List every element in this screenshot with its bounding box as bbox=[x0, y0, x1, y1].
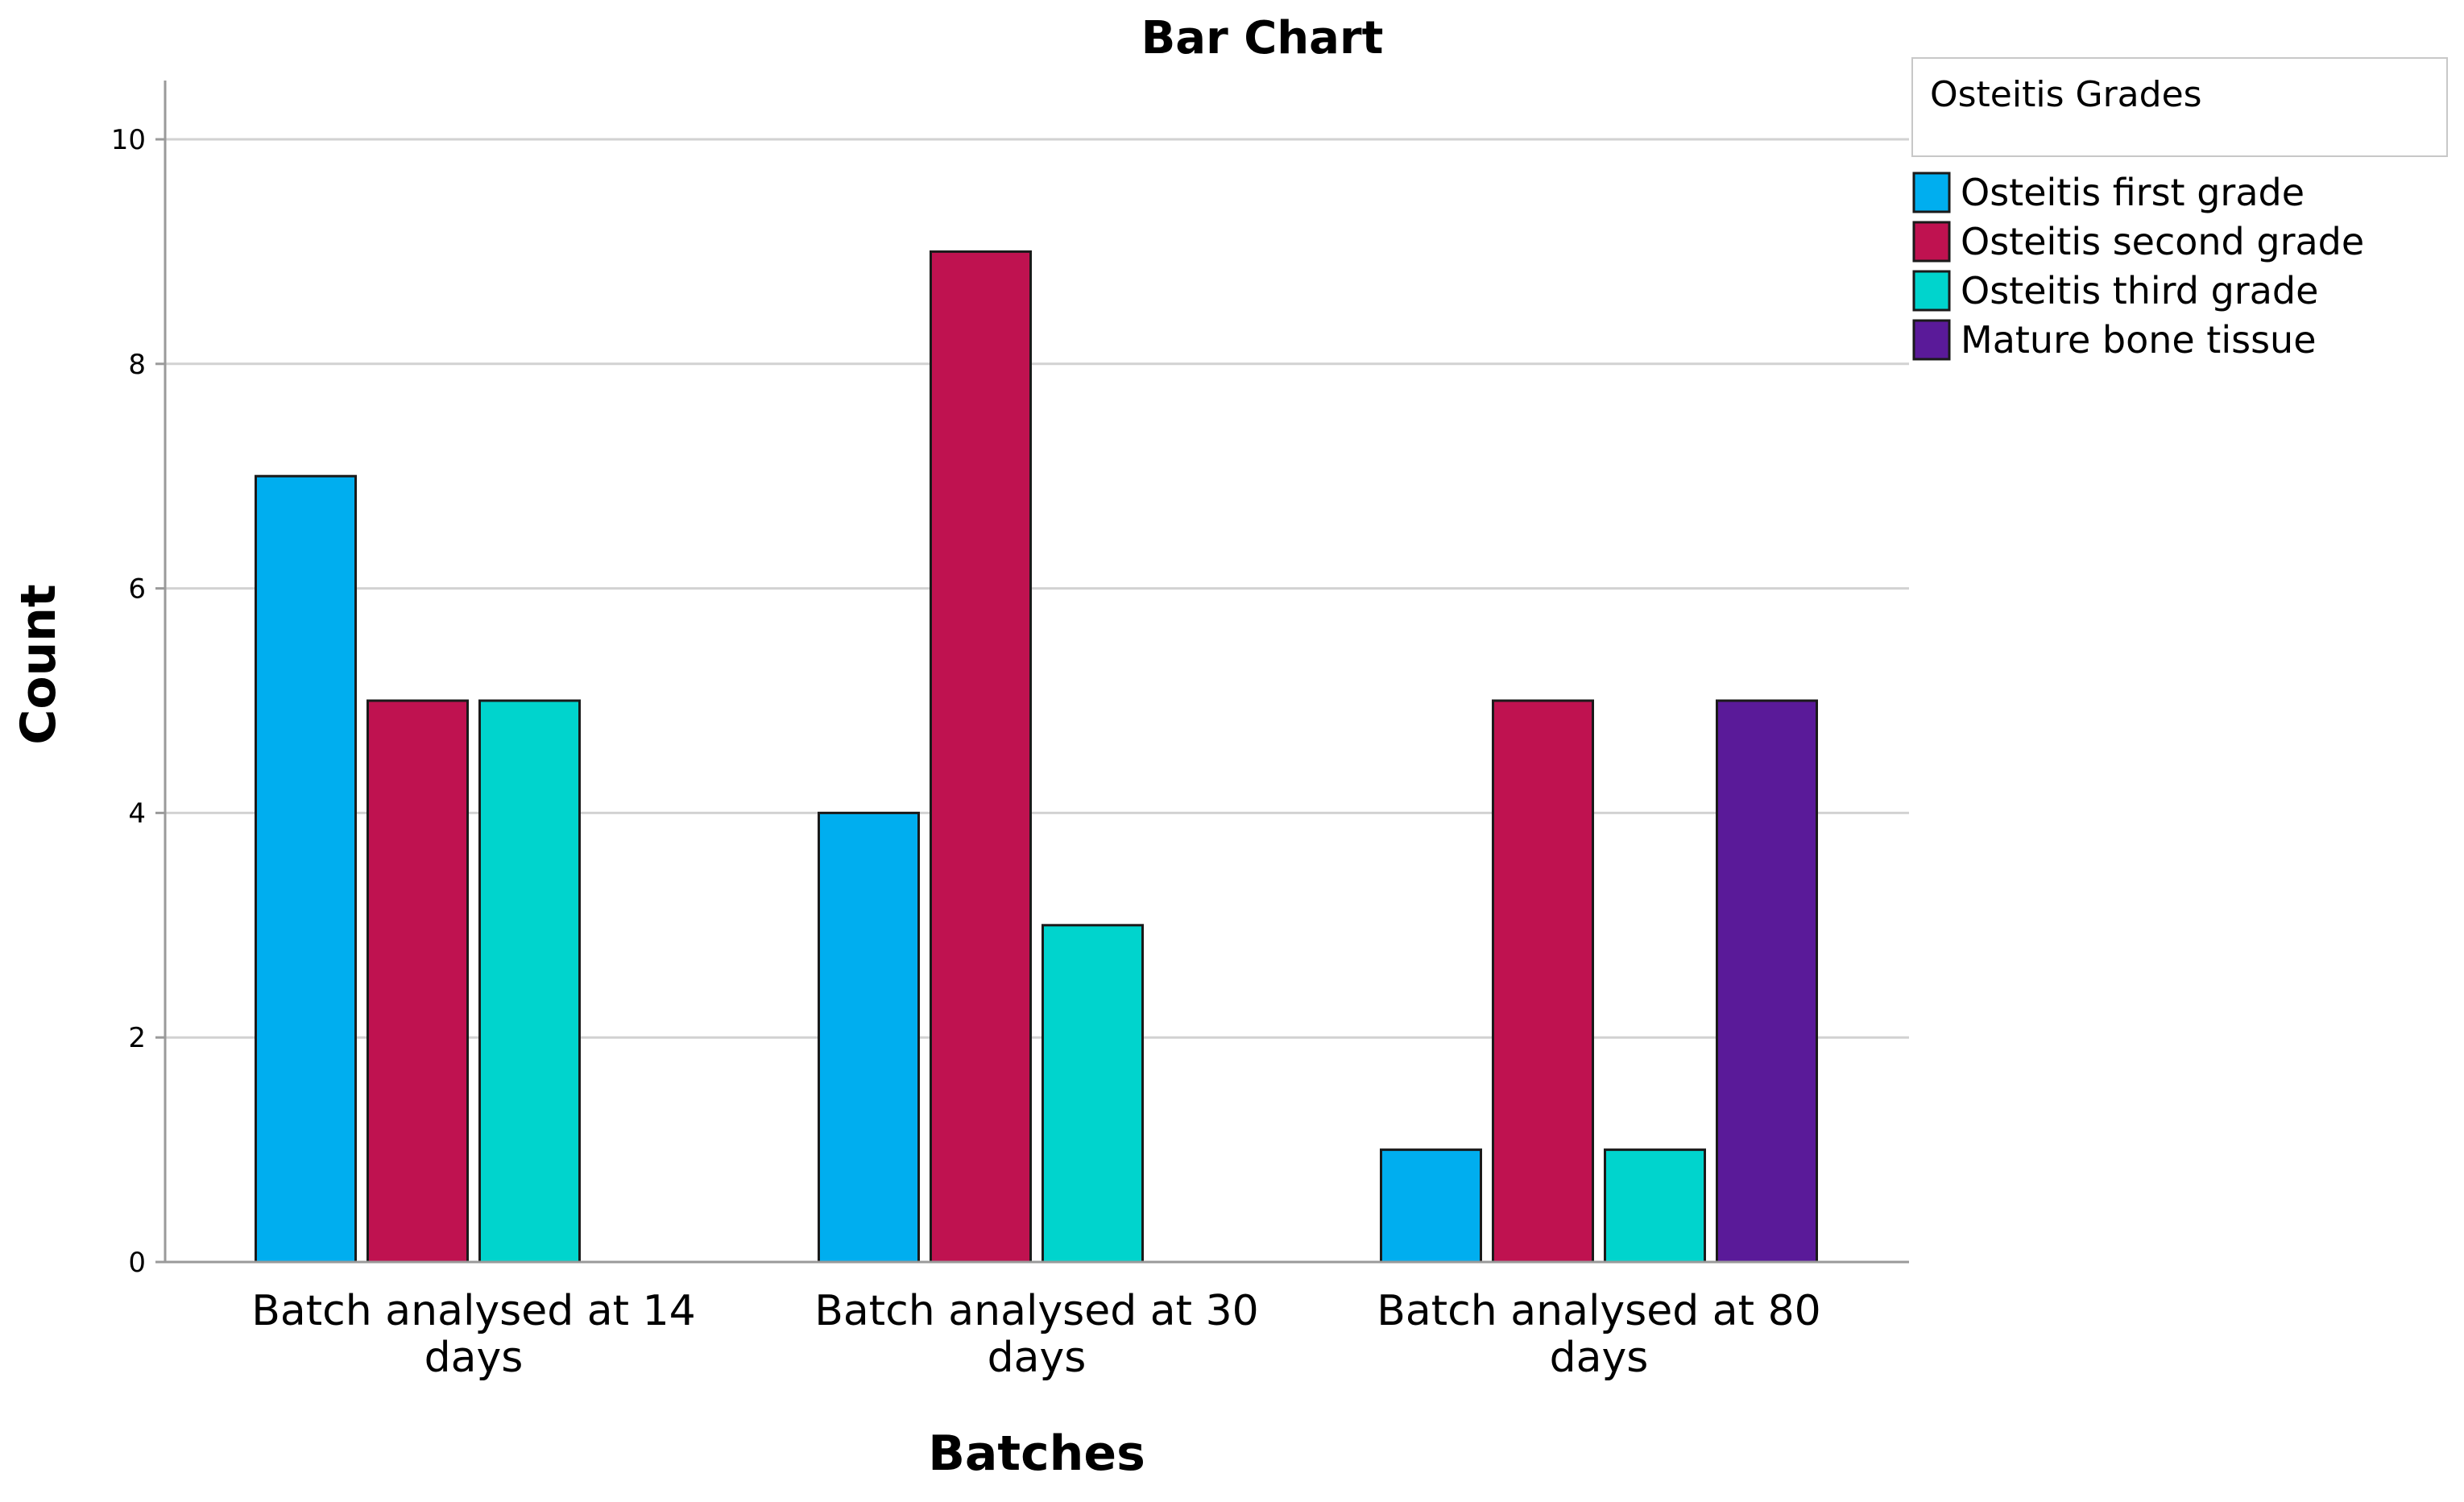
legend-title: Osteitis Grades bbox=[1930, 74, 2202, 115]
y-tick-label: 0 bbox=[128, 1247, 146, 1279]
y-axis-title: Count bbox=[10, 584, 67, 744]
bar-osteitis-first-grade-3 bbox=[1380, 1148, 1482, 1264]
x-category-label: days bbox=[988, 1334, 1087, 1382]
y-tick-label: 10 bbox=[111, 124, 146, 156]
legend-items: Osteitis first grade Osteitis second grad… bbox=[1912, 171, 2364, 362]
legend-title-box bbox=[1911, 57, 2448, 157]
y-tick-label: 4 bbox=[128, 797, 146, 830]
x-category-label: days bbox=[1550, 1334, 1649, 1382]
y-tick-label: 8 bbox=[128, 349, 146, 381]
legend: Osteitis Grades Osteitis first gradeOste… bbox=[1911, 57, 2448, 362]
legend-swatch bbox=[1912, 270, 1951, 312]
y-tick-label: 2 bbox=[128, 1022, 146, 1054]
legend-swatch bbox=[1912, 221, 1951, 263]
axes bbox=[164, 81, 1909, 1264]
bar-mature-bone-tissue-3 bbox=[1716, 699, 1818, 1264]
y-axis-ticks: 0 2 4 6 8 10 bbox=[111, 124, 165, 1279]
y-tick-label: 6 bbox=[128, 573, 146, 606]
legend-label: Osteitis third grade bbox=[1961, 269, 2318, 312]
bar-osteitis-first-grade-1 bbox=[255, 474, 357, 1264]
bar-osteitis-second-grade-2 bbox=[930, 250, 1032, 1264]
bar-osteitis-third-grade-3 bbox=[1604, 1148, 1706, 1264]
x-category-label: Batch analysed at 30 bbox=[814, 1287, 1258, 1335]
x-category-label: Batch analysed at 80 bbox=[1377, 1287, 1820, 1335]
legend-swatch bbox=[1912, 172, 1951, 213]
x-axis-title: Batches bbox=[928, 1425, 1145, 1482]
bars bbox=[255, 250, 1818, 1264]
bar-osteitis-second-grade-3 bbox=[1492, 699, 1594, 1264]
bar-osteitis-second-grade-1 bbox=[366, 699, 469, 1264]
chart-title: Bar Chart bbox=[1141, 12, 1384, 64]
bar-osteitis-third-grade-1 bbox=[478, 699, 581, 1264]
bar-osteitis-third-grade-2 bbox=[1042, 924, 1144, 1264]
x-category-label: Batch analysed at 14 bbox=[251, 1287, 695, 1335]
bar-osteitis-first-grade-2 bbox=[818, 811, 920, 1264]
x-category-label: days bbox=[424, 1334, 524, 1382]
legend-label: Osteitis first grade bbox=[1961, 171, 2305, 214]
legend-label: Mature bone tissue bbox=[1961, 318, 2317, 362]
legend-swatch bbox=[1912, 319, 1951, 361]
legend-label: Osteitis second grade bbox=[1961, 220, 2364, 263]
